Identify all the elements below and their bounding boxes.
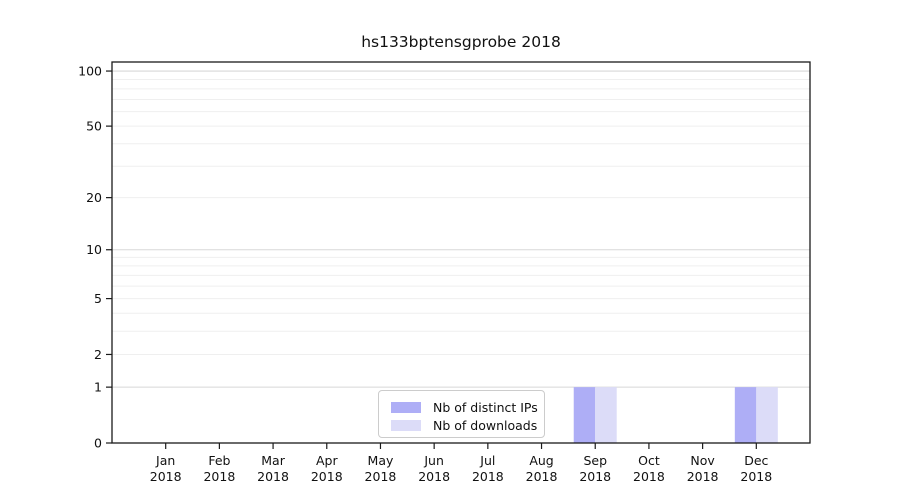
y-tick-label: 1 — [94, 380, 102, 395]
x-tick-label-month: Jan — [155, 453, 175, 468]
x-tick-label-month: Dec — [744, 453, 768, 468]
y-tick-label: 10 — [86, 242, 102, 257]
x-tick-label-year: 2018 — [687, 469, 719, 484]
y-tick-label: 100 — [78, 64, 102, 79]
x-tick-label-month: Jul — [479, 453, 495, 468]
y-tick-label: 50 — [86, 119, 102, 134]
x-tick-label-year: 2018 — [633, 469, 665, 484]
legend-label-distinct-ips: Nb of distinct IPs — [433, 399, 538, 415]
legend-swatch-1 — [391, 419, 421, 431]
y-tick-label: 2 — [94, 347, 102, 362]
legend-label-downloads: Nb of downloads — [433, 417, 538, 433]
x-tick-label-year: 2018 — [311, 469, 343, 484]
x-tick-label-month: Aug — [529, 453, 553, 468]
bar-downloads — [756, 387, 778, 443]
x-tick-label-month: Nov — [690, 453, 715, 468]
x-tick-label-year: 2018 — [579, 469, 611, 484]
y-tick-label: 0 — [94, 436, 102, 451]
bar-distinct-ips — [573, 387, 596, 443]
x-tick-label-month: May — [368, 453, 394, 468]
plot-border — [111, 61, 811, 444]
legend-item-downloads: Nb of downloads — [391, 416, 538, 434]
x-tick-label-year: 2018 — [365, 469, 397, 484]
bar-downloads — [595, 387, 617, 443]
x-tick-label-year: 2018 — [203, 469, 235, 484]
y-tick-label: 5 — [94, 291, 102, 306]
x-tick-label-month: Mar — [261, 453, 285, 468]
legend: Nb of distinct IPs Nb of downloads — [378, 390, 545, 438]
x-tick-label-month: Jun — [423, 453, 444, 468]
legend-item-distinct-ips: Nb of distinct IPs — [391, 398, 538, 416]
bar-distinct-ips — [734, 387, 757, 443]
x-tick-label-year: 2018 — [740, 469, 772, 484]
x-tick-label-year: 2018 — [150, 469, 182, 484]
x-tick-label-month: Sep — [583, 453, 607, 468]
x-tick-label-year: 2018 — [257, 469, 289, 484]
x-tick-label-year: 2018 — [418, 469, 450, 484]
x-tick-label-year: 2018 — [526, 469, 558, 484]
x-tick-label-month: Apr — [316, 453, 338, 468]
y-tick-label: 20 — [86, 190, 102, 205]
legend-swatch-0 — [391, 401, 421, 413]
x-tick-label-month: Feb — [208, 453, 230, 468]
x-tick-label-month: Oct — [638, 453, 660, 468]
chart-title: hs133bptensgprobe 2018 — [361, 33, 561, 51]
x-tick-label-year: 2018 — [472, 469, 504, 484]
